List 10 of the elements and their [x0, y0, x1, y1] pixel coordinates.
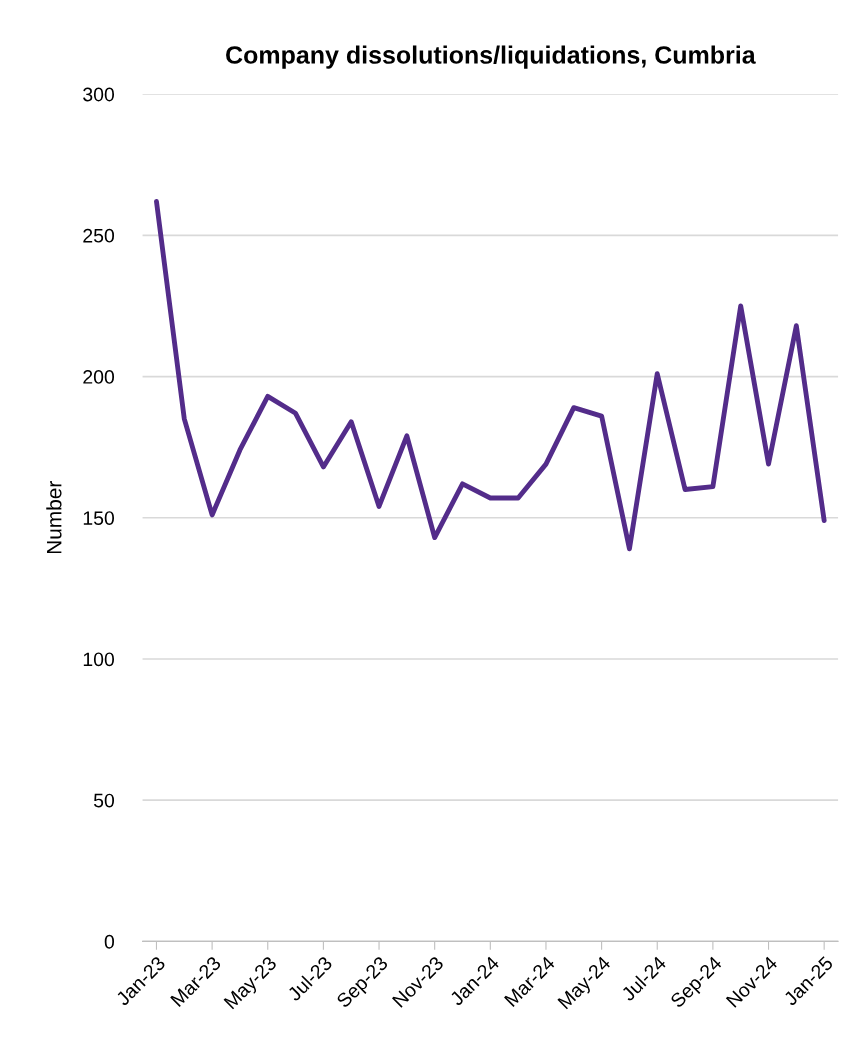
y-tick-label: 250 — [83, 228, 115, 243]
line-series — [154, 199, 827, 552]
y-axis-title: Number — [46, 481, 62, 554]
y-tick-label: 100 — [83, 652, 115, 667]
chart-title: Company dissolutions/liquidations, Cumbria — [226, 45, 756, 69]
y-tick-label: 200 — [83, 370, 115, 384]
y-tick-label: 0 — [104, 934, 115, 949]
y-tick-label: 300 — [83, 87, 115, 102]
y-tick-label: 150 — [83, 511, 115, 526]
y-tick-label: 50 — [93, 793, 115, 808]
